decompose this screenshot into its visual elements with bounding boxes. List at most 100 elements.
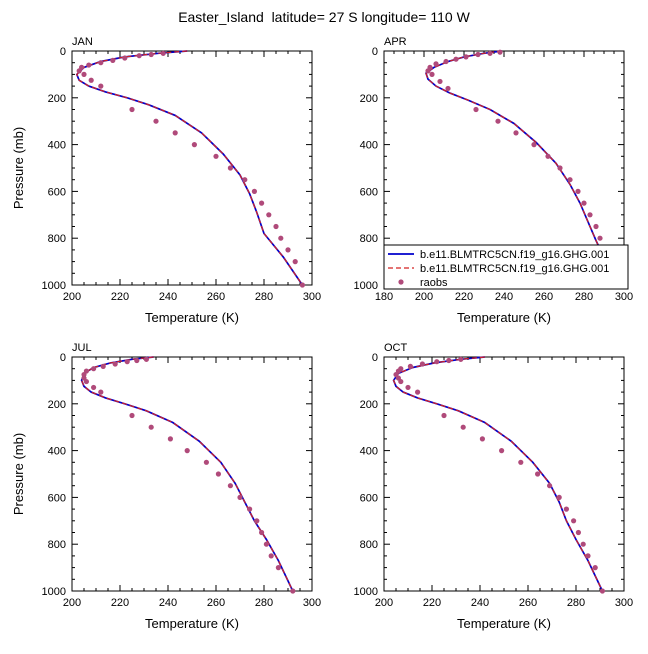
raobs-marker xyxy=(479,436,485,442)
raobs-marker xyxy=(487,50,493,56)
raobs-marker xyxy=(513,130,519,136)
y-tick-label: 400 xyxy=(360,446,378,458)
y-tick-label: 400 xyxy=(48,140,66,152)
raobs-marker xyxy=(172,130,178,136)
raobs-marker xyxy=(441,412,447,419)
raobs-marker xyxy=(437,78,443,85)
y-tick-label: 600 xyxy=(360,186,378,198)
raobs-marker xyxy=(571,518,577,524)
x-tick-label: 220 xyxy=(423,597,441,609)
y-tick-label: 800 xyxy=(360,539,378,551)
raobs-marker xyxy=(259,200,265,206)
raobs-marker xyxy=(407,363,413,369)
raobs-marker xyxy=(237,494,243,500)
raobs-marker xyxy=(429,71,435,77)
raobs-marker xyxy=(112,361,118,367)
x-tick-label: 240 xyxy=(471,597,489,609)
raobs-marker xyxy=(110,57,116,63)
x-axis-label: Temperature (K) xyxy=(457,310,551,325)
raobs-marker xyxy=(278,235,284,241)
raobs-marker xyxy=(458,356,464,362)
y-tick-label: 400 xyxy=(48,446,66,458)
model-line-solid xyxy=(392,356,604,592)
raobs-marker xyxy=(167,436,173,442)
raobs-marker xyxy=(531,142,537,148)
legend-label: b.e11.BLMTRC5CN.f19_g16.GHG.001 xyxy=(420,263,609,275)
raobs-marker xyxy=(184,448,190,454)
x-tick-label: 300 xyxy=(615,597,633,609)
panel-apr: 180 200 220 240 260 280 300 0 200 400 600 800 1000 AP… xyxy=(354,36,634,325)
y-axis-label: Pressure (mb) xyxy=(11,127,26,209)
raobs-marker xyxy=(86,62,92,68)
raobs-marker xyxy=(415,389,421,395)
model-line-dashed xyxy=(80,356,294,592)
model-line-solid xyxy=(75,50,304,286)
panel-title: JUL xyxy=(72,342,92,354)
raobs-marker xyxy=(557,165,563,171)
y-tick-label: 800 xyxy=(360,233,378,245)
y-tick-label: 200 xyxy=(360,399,378,411)
raobs-marker xyxy=(100,363,106,369)
raobs-marker xyxy=(545,153,551,159)
y-tick-label: 0 xyxy=(60,46,66,58)
panel-oct: 200 220 240 260 280 300 0 200 400 600 800 1000 OCT Te… xyxy=(354,342,634,631)
raobs-marker xyxy=(499,448,505,454)
x-tick-label: 200 xyxy=(63,291,81,303)
raobs-marker xyxy=(251,188,257,194)
model-line-dashed xyxy=(76,50,303,286)
x-tick-label: 280 xyxy=(255,291,273,303)
legend-label: b.e11.BLMTRC5CN.f19_g16.GHG.001 xyxy=(420,249,609,261)
raobs-marker xyxy=(585,553,591,559)
raobs-marker xyxy=(143,356,149,362)
raobs-marker xyxy=(213,153,219,159)
x-tick-label: 300 xyxy=(615,291,633,303)
raobs-marker xyxy=(129,106,135,113)
raobs-marker xyxy=(299,282,305,288)
raobs-marker xyxy=(434,359,440,365)
y-tick-label: 800 xyxy=(48,539,66,551)
raobs-marker xyxy=(98,60,104,66)
raobs-marker xyxy=(398,378,404,385)
x-tick-label: 200 xyxy=(415,291,433,303)
raobs-marker xyxy=(98,83,104,89)
panel-jan: 200 220 240 260 280 300 0 200 400 600 800 1000 JAN Te… xyxy=(11,36,321,325)
raobs-marker xyxy=(83,378,89,385)
x-tick-label: 280 xyxy=(575,291,593,303)
x-tick-label: 240 xyxy=(159,597,177,609)
raobs-marker xyxy=(405,384,411,391)
raobs-marker xyxy=(91,384,97,391)
raobs-marker xyxy=(266,212,272,218)
raobs-marker xyxy=(81,71,87,77)
x-tick-label: 260 xyxy=(207,291,225,303)
panel-title: JAN xyxy=(72,36,93,48)
raobs-marker xyxy=(227,165,233,171)
x-tick-label: 240 xyxy=(159,291,177,303)
raobs-marker xyxy=(124,359,130,365)
panel-title: OCT xyxy=(384,342,408,354)
x-tick-label: 200 xyxy=(375,597,393,609)
y-tick-label: 600 xyxy=(360,492,378,504)
y-tick-label: 0 xyxy=(372,46,378,58)
raobs-marker xyxy=(290,588,296,594)
x-tick-label: 300 xyxy=(303,597,321,609)
y-tick-label: 1000 xyxy=(42,280,66,292)
raobs-marker xyxy=(88,77,94,83)
y-tick-label: 1000 xyxy=(354,280,378,292)
raobs-marker xyxy=(153,118,159,124)
model-line-solid xyxy=(80,356,294,592)
raobs-marker xyxy=(148,424,154,430)
raobs-marker xyxy=(446,357,452,364)
raobs-marker xyxy=(203,459,209,465)
raobs-marker xyxy=(575,188,581,194)
raobs-marker xyxy=(563,506,570,512)
raobs-marker xyxy=(148,51,154,58)
raobs-marker xyxy=(473,106,479,113)
y-tick-label: 1000 xyxy=(354,586,378,598)
raobs-marker xyxy=(547,483,553,489)
x-tick-label: 260 xyxy=(535,291,553,303)
raobs-marker xyxy=(160,50,166,56)
plot-frame xyxy=(71,50,313,286)
x-axis-label: Temperature (K) xyxy=(145,616,239,631)
